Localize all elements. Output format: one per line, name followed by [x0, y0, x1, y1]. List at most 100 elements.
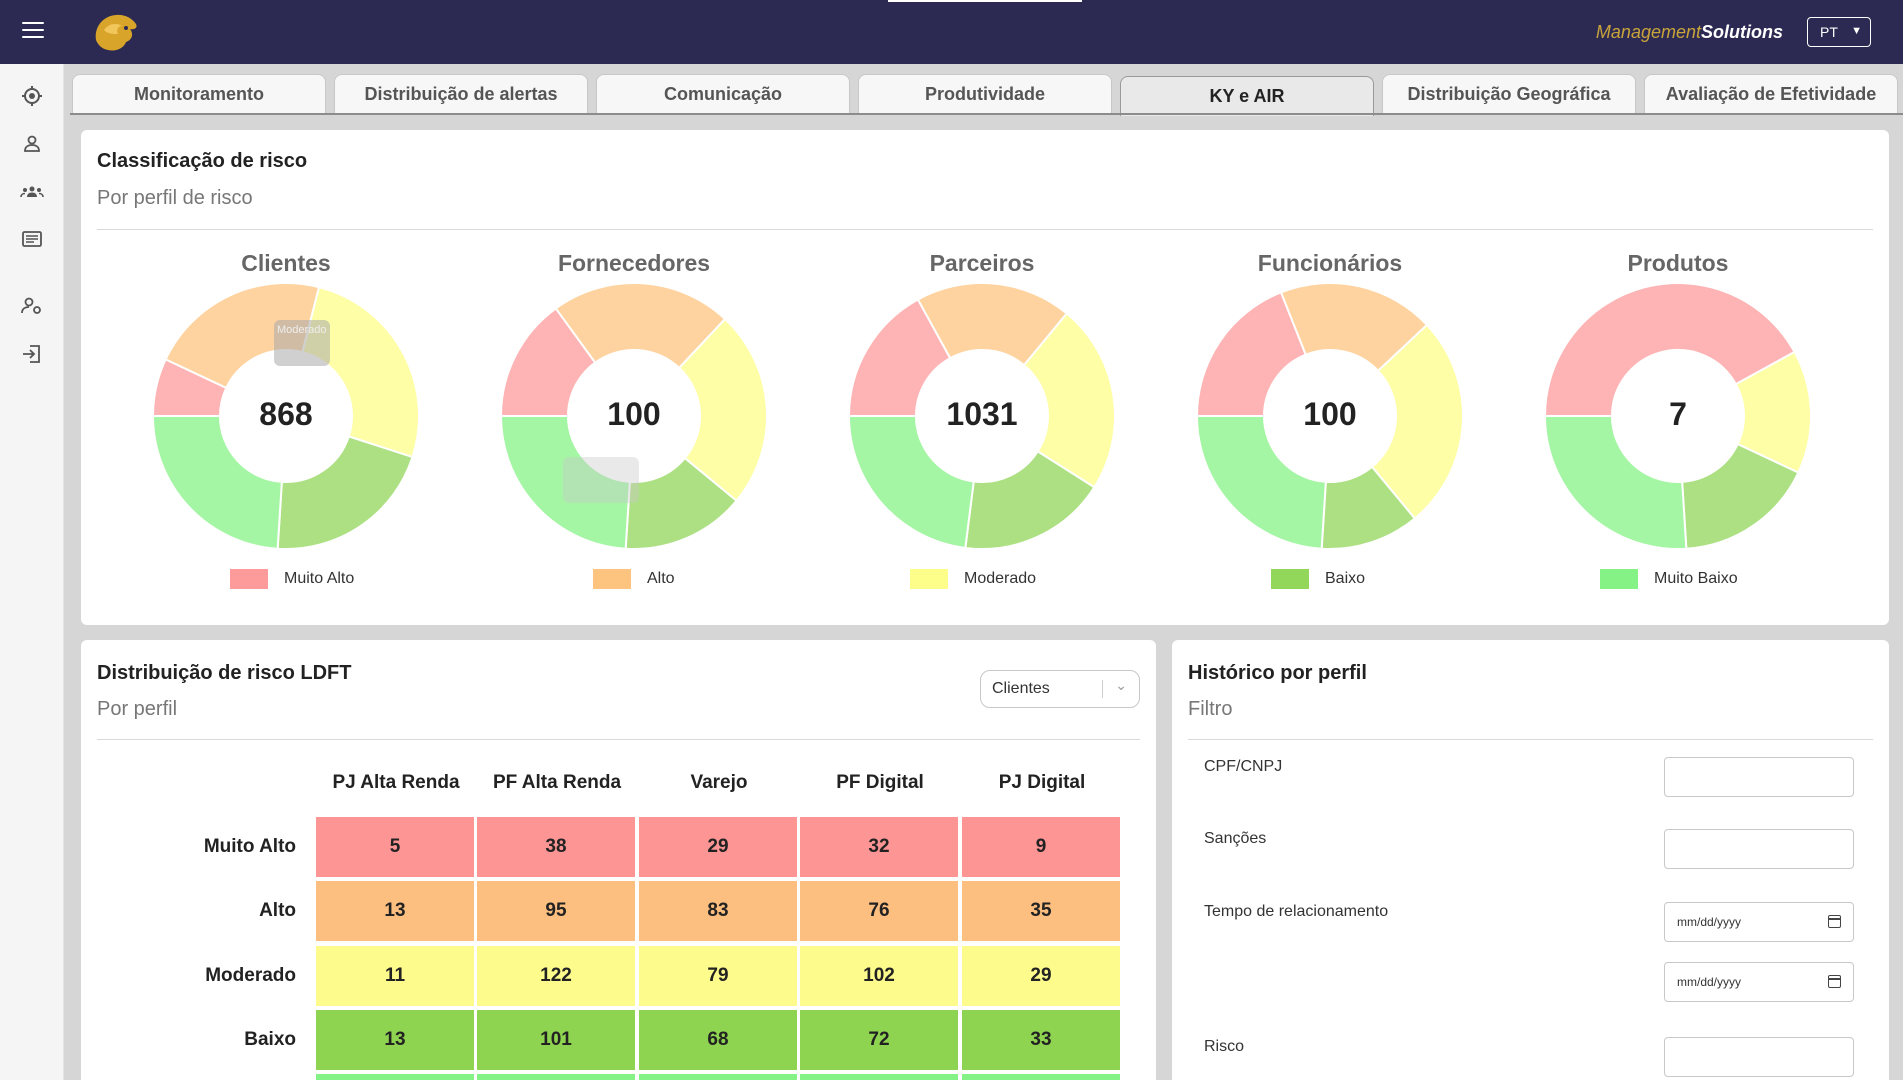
legend-swatch — [910, 569, 948, 589]
list-icon[interactable] — [20, 228, 44, 252]
tab-comunicacao[interactable]: Comunicação — [596, 74, 850, 114]
legend-alto[interactable]: Alto — [593, 569, 675, 589]
donut-slice-moderado[interactable] — [301, 285, 420, 459]
table-cell[interactable]: 11 — [316, 946, 474, 1006]
chart-tooltip-ghost — [563, 457, 639, 503]
table-cell[interactable]: 33 — [962, 1010, 1120, 1070]
risco-input[interactable] — [1664, 1037, 1854, 1077]
table-cell[interactable]: 13 — [316, 1010, 474, 1070]
table-cell[interactable]: 83 — [639, 881, 797, 941]
table-cell-partial — [316, 1074, 474, 1080]
donut-total: 1031 — [946, 396, 1018, 432]
calendar-icon[interactable] — [1828, 915, 1841, 928]
cpf-cnpj-input[interactable] — [1664, 757, 1854, 797]
chart-title: Parceiros — [929, 250, 1035, 276]
row-header: Moderado — [205, 965, 296, 986]
legend-muito-baixo[interactable]: Muito Baixo — [1600, 569, 1738, 589]
panel-title: Histórico por perfil — [1188, 662, 1367, 684]
menu-icon[interactable] — [22, 22, 44, 40]
table-cell[interactable]: 5 — [316, 817, 474, 877]
donut-slice-alto[interactable] — [164, 282, 321, 390]
donut-slice-muito-alto[interactable] — [1543, 282, 1796, 417]
top-indicator — [888, 0, 1082, 2]
table-cell[interactable]: 101 — [477, 1010, 635, 1070]
table-cell[interactable]: 95 — [477, 881, 635, 941]
table-cell[interactable]: 79 — [639, 946, 797, 1006]
history-panel: Histórico por perfil Filtro CPF/CNPJ San… — [1172, 640, 1889, 1080]
date-to-input[interactable]: mm/dd/yyyy — [1664, 962, 1854, 1002]
tab-ky-air[interactable]: KY e AIR — [1120, 76, 1374, 116]
lion-logo-icon[interactable] — [90, 10, 142, 54]
top-bar: ManagementSolutions PT ▼ — [0, 0, 1903, 64]
donut-total: 100 — [1303, 396, 1357, 432]
tab-monitoramento[interactable]: Monitoramento — [72, 74, 326, 114]
panel-title: Distribuição de risco LDFT — [97, 662, 352, 684]
target-icon[interactable] — [20, 84, 44, 108]
table-cell[interactable]: 32 — [800, 817, 958, 877]
user-icon[interactable] — [20, 132, 44, 156]
column-header: Varejo — [690, 772, 748, 793]
donut-slice-baixo[interactable] — [276, 435, 414, 550]
group-icon[interactable] — [20, 180, 44, 204]
table-cell[interactable]: 122 — [477, 946, 635, 1006]
donut-slice-muito-baixo[interactable] — [847, 415, 975, 550]
profile-select[interactable]: Clientes ⌄ — [980, 670, 1140, 708]
donut-chart — [151, 282, 420, 550]
legend-moderado[interactable]: Moderado — [910, 569, 1036, 589]
logout-icon[interactable] — [20, 342, 44, 366]
brand-logo: ManagementSolutions — [1596, 22, 1783, 43]
column-header: PF Alta Renda — [492, 772, 622, 793]
date-placeholder: mm/dd/yyyy — [1677, 915, 1742, 929]
table-cell[interactable]: 35 — [962, 881, 1120, 941]
table-cell[interactable]: 76 — [800, 881, 958, 941]
table-cell[interactable]: 38 — [477, 817, 635, 877]
language-select[interactable]: PT ▼ — [1807, 17, 1871, 47]
tab-produtividade[interactable]: Produtividade — [858, 74, 1112, 114]
donut-slice-muito-baixo[interactable] — [151, 415, 283, 550]
column-header: PJ Alta Renda — [332, 772, 460, 793]
table-cell[interactable]: 29 — [639, 817, 797, 877]
row-header: Alto — [259, 900, 296, 921]
chart-title: Funcionários — [1257, 250, 1403, 276]
donut-slice-alto[interactable] — [1279, 282, 1429, 373]
donut-slice-muito-alto[interactable] — [1195, 291, 1308, 417]
profile-select-value: Clientes — [992, 680, 1050, 697]
tab-avaliacao-efetividade[interactable]: Avaliação de Efetividade — [1644, 74, 1898, 114]
sidebar — [0, 64, 64, 1080]
table-cell[interactable]: 102 — [800, 946, 958, 1006]
donut-slice-muito-baixo[interactable] — [499, 415, 631, 550]
donut-slice-moderado[interactable] — [677, 317, 768, 503]
donut-total: 100 — [607, 396, 661, 432]
table-cell-partial — [639, 1074, 797, 1080]
donut-slice-moderado[interactable] — [1022, 312, 1116, 489]
legend-muito-alto[interactable]: Muito Alto — [230, 569, 354, 589]
table-cell[interactable]: 9 — [962, 817, 1120, 877]
user-settings-icon[interactable] — [20, 294, 44, 318]
row-header: Muito Alto — [203, 836, 296, 857]
table-cell[interactable]: 13 — [316, 881, 474, 941]
legend-baixo[interactable]: Baixo — [1271, 569, 1365, 589]
chevron-down-icon: ⌄ — [1115, 677, 1127, 693]
tab-bar: Monitoramento Distribuição de alertas Co… — [70, 74, 1903, 116]
sancoes-input[interactable] — [1664, 829, 1854, 869]
select-separator — [1102, 680, 1103, 698]
donut-total: 7 — [1669, 396, 1687, 432]
panel-subtitle: Filtro — [1188, 698, 1233, 720]
table-cell[interactable]: 68 — [639, 1010, 797, 1070]
tab-distribuicao-alertas[interactable]: Distribuição de alertas — [334, 74, 588, 114]
donut-slice-alto[interactable] — [916, 282, 1069, 367]
table-cell[interactable]: 72 — [800, 1010, 958, 1070]
donut-slice-alto[interactable] — [554, 282, 727, 370]
donut-chart — [1543, 282, 1812, 550]
calendar-icon[interactable] — [1828, 975, 1841, 988]
date-from-input[interactable]: mm/dd/yyyy — [1664, 902, 1854, 942]
table-cell-partial — [800, 1074, 958, 1080]
donut-slice-muito-baixo[interactable] — [1543, 415, 1688, 550]
donut-total: 868 — [259, 396, 313, 432]
donut-slice-muito-baixo[interactable] — [1195, 415, 1327, 550]
donut-slice-moderado[interactable] — [1370, 323, 1464, 520]
table-cell[interactable]: 29 — [962, 946, 1120, 1006]
tab-distribuicao-geografica[interactable]: Distribuição Geográfica — [1382, 74, 1636, 114]
column-header: PF Digital — [836, 772, 924, 793]
column-header: PJ Digital — [998, 772, 1086, 793]
